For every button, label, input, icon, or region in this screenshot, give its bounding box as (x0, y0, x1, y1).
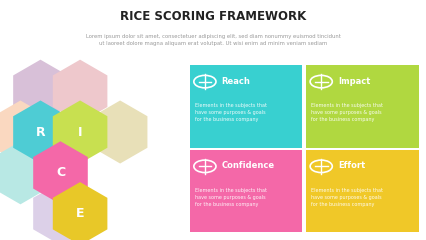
Text: Elements in the subjects that
have some purposes & goals
for the business compan: Elements in the subjects that have some … (195, 188, 267, 207)
FancyBboxPatch shape (190, 150, 302, 232)
Text: Reach: Reach (222, 77, 250, 86)
Text: E: E (76, 207, 84, 220)
Polygon shape (13, 60, 68, 123)
FancyBboxPatch shape (190, 65, 302, 148)
Text: R: R (36, 126, 45, 138)
Polygon shape (53, 182, 107, 240)
Text: I: I (78, 126, 82, 138)
Polygon shape (53, 60, 107, 123)
Text: C: C (56, 166, 65, 179)
Text: Elements in the subjects that
have some purposes & goals
for the business compan: Elements in the subjects that have some … (311, 103, 383, 122)
Polygon shape (13, 101, 68, 163)
Polygon shape (93, 101, 147, 163)
Text: Effort: Effort (338, 161, 365, 170)
Text: Confidence: Confidence (222, 161, 275, 170)
Polygon shape (33, 141, 88, 204)
Text: Impact: Impact (338, 77, 370, 86)
Text: RICE SCORING FRAMEWORK: RICE SCORING FRAMEWORK (120, 10, 306, 23)
Polygon shape (0, 141, 48, 204)
Text: Lorem ipsum dolor sit amet, consectetuer adipiscing elit, sed diam nonummy euism: Lorem ipsum dolor sit amet, consectetuer… (86, 34, 340, 46)
Polygon shape (53, 101, 107, 163)
Text: Elements in the subjects that
have some purposes & goals
for the business compan: Elements in the subjects that have some … (195, 103, 267, 122)
Polygon shape (33, 182, 88, 240)
Polygon shape (0, 101, 48, 163)
FancyBboxPatch shape (306, 65, 419, 148)
FancyBboxPatch shape (306, 150, 419, 232)
Text: Elements in the subjects that
have some purposes & goals
for the business compan: Elements in the subjects that have some … (311, 188, 383, 207)
